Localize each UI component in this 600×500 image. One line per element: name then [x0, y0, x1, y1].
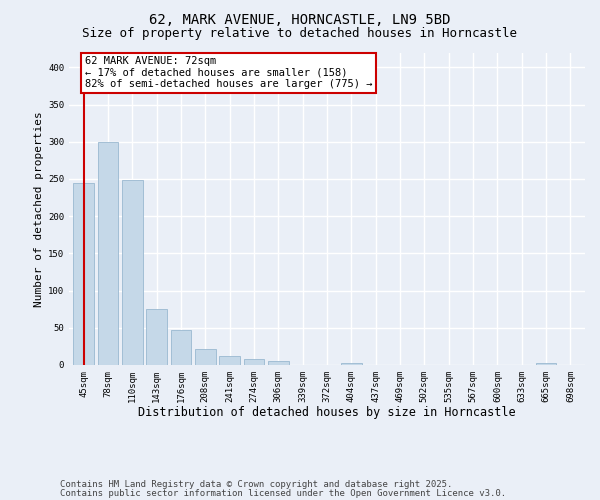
- Bar: [268, 362, 289, 365]
- Bar: [536, 363, 556, 365]
- X-axis label: Distribution of detached houses by size in Horncastle: Distribution of detached houses by size …: [138, 406, 516, 420]
- Bar: [98, 142, 118, 365]
- Text: 62 MARK AVENUE: 72sqm
← 17% of detached houses are smaller (158)
82% of semi-det: 62 MARK AVENUE: 72sqm ← 17% of detached …: [85, 56, 373, 90]
- Bar: [170, 330, 191, 365]
- Y-axis label: Number of detached properties: Number of detached properties: [34, 111, 44, 306]
- Bar: [244, 359, 265, 365]
- Bar: [73, 182, 94, 365]
- Bar: [341, 363, 362, 365]
- Text: Contains public sector information licensed under the Open Government Licence v3: Contains public sector information licen…: [60, 488, 506, 498]
- Text: 62, MARK AVENUE, HORNCASTLE, LN9 5BD: 62, MARK AVENUE, HORNCASTLE, LN9 5BD: [149, 12, 451, 26]
- Bar: [219, 356, 240, 365]
- Bar: [146, 309, 167, 365]
- Text: Size of property relative to detached houses in Horncastle: Size of property relative to detached ho…: [83, 28, 517, 40]
- Bar: [122, 180, 143, 365]
- Bar: [195, 348, 215, 365]
- Text: Contains HM Land Registry data © Crown copyright and database right 2025.: Contains HM Land Registry data © Crown c…: [60, 480, 452, 489]
